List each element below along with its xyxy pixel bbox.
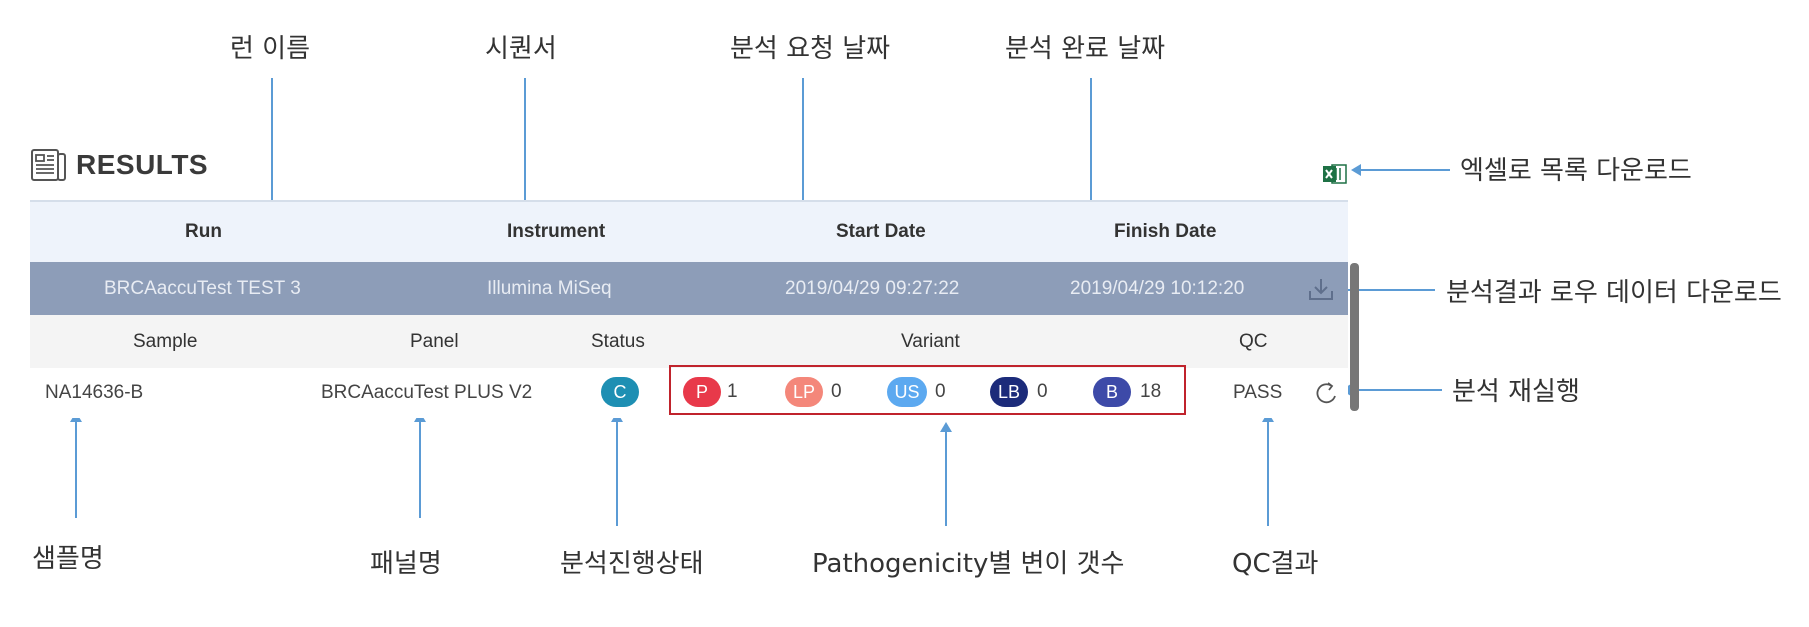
sample-qc: PASS [1233, 382, 1283, 403]
pointer-line [524, 78, 526, 253]
pointer-line [1090, 78, 1092, 253]
header-sample: Sample [133, 330, 198, 352]
header-instrument: Instrument [507, 221, 606, 242]
excel-icon[interactable] [1323, 163, 1347, 185]
annotation-variant-count: Pathogenicity별 변이 갯수 [812, 549, 1125, 579]
pointer-line [802, 78, 804, 253]
pointer-arrow [1351, 164, 1361, 176]
variant-count-lb: 0 [1037, 381, 1048, 402]
header-status: Status [591, 330, 645, 352]
header-finish-date: Finish Date [1114, 221, 1217, 242]
variant-pill-p[interactable]: P [683, 377, 721, 407]
run-header-row: Run Instrument Start Date Finish Date [30, 200, 1348, 262]
pointer-line [1350, 389, 1442, 391]
annotation-request-date: 분석 요청 날짜 [730, 34, 891, 64]
annotation-analysis-status: 분석진행상태 [560, 549, 704, 579]
annotation-panel-name: 패널명 [370, 549, 442, 579]
scrollbar[interactable] [1350, 263, 1359, 411]
results-header: RESULTS [30, 145, 208, 185]
document-list-icon [31, 149, 66, 181]
header-panel: Panel [410, 330, 459, 352]
run-instrument: Illumina MiSeq [487, 277, 612, 299]
header-start-date: Start Date [836, 221, 926, 242]
sample-header-row: Sample Panel Status Variant QC [30, 315, 1348, 368]
run-row[interactable]: BRCAaccuTest TEST 3 Illumina MiSeq 2019/… [30, 262, 1348, 315]
sample-name[interactable]: NA14636-B [45, 382, 144, 403]
run-name: BRCAaccuTest TEST 3 [104, 277, 301, 299]
results-title: RESULTS [76, 149, 209, 180]
variant-count-lp: 0 [831, 381, 842, 402]
annotation-sequencer: 시퀀서 [485, 34, 557, 64]
annotation-raw-download: 분석결과 로우 데이터 다운로드 [1446, 278, 1782, 308]
download-icon[interactable] [1307, 277, 1335, 303]
header-qc: QC [1239, 330, 1268, 352]
variant-count-p: 1 [727, 381, 738, 402]
pointer-line [419, 422, 421, 518]
variant-pill-us[interactable]: US [887, 377, 927, 407]
pointer-line [945, 432, 947, 526]
variant-pill-b[interactable]: B [1093, 377, 1131, 407]
run-start-date: 2019/04/29 09:27:22 [785, 277, 960, 299]
variant-pill-lb[interactable]: LB [990, 377, 1028, 407]
header-run: Run [185, 221, 222, 242]
pointer-line [1267, 422, 1269, 526]
annotation-excel-download: 엑셀로 목록 다운로드 [1460, 156, 1692, 186]
variant-count-us: 0 [935, 381, 946, 402]
variant-pill-lp[interactable]: LP [785, 377, 823, 407]
annotation-run-name: 런 이름 [230, 34, 311, 64]
variant-count-b: 18 [1140, 381, 1162, 402]
pointer-line [1340, 289, 1435, 291]
annotation-sample-name: 샘플명 [32, 544, 104, 574]
annotation-qc-result: QC결과 [1232, 549, 1319, 579]
run-finish-date: 2019/04/29 10:12:20 [1070, 277, 1245, 299]
status-badge: C [601, 377, 639, 407]
annotation-rerun: 분석 재실행 [1452, 377, 1580, 407]
annotation-finish-date: 분석 완료 날짜 [1005, 34, 1166, 64]
pointer-line [271, 78, 273, 253]
variant-counts [669, 365, 1186, 415]
header-variant: Variant [901, 330, 960, 352]
pointer-line [75, 422, 77, 518]
refresh-icon[interactable] [1314, 380, 1340, 406]
pointer-line [616, 422, 618, 526]
sample-panel: BRCAaccuTest PLUS V2 [321, 382, 533, 403]
pointer-line [1360, 169, 1450, 171]
pointer-arrow [940, 422, 952, 432]
